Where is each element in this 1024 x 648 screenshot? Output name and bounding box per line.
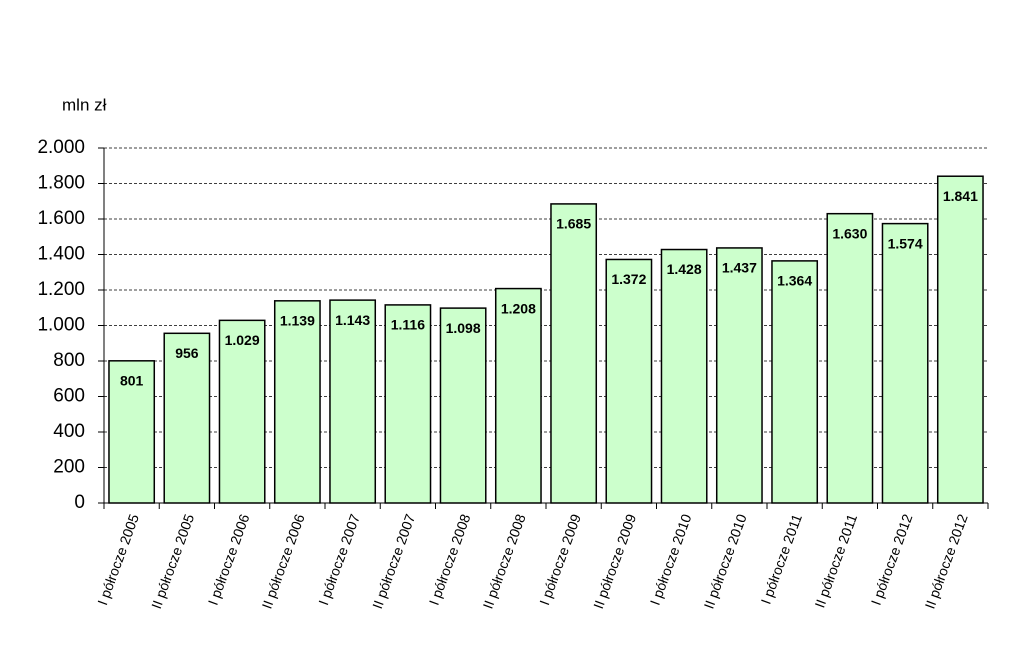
bar bbox=[771, 260, 819, 504]
y-tick-label: 400 bbox=[53, 421, 85, 442]
x-tick-label: I półrocze 2009 bbox=[536, 512, 584, 608]
x-tick-label: I półrocze 2010 bbox=[647, 512, 695, 608]
x-tick-label: II półrocze 2011 bbox=[811, 512, 860, 610]
y-tick-label: 1.200 bbox=[37, 279, 85, 300]
y-tick-label: 1.000 bbox=[37, 315, 85, 336]
value-label: 956 bbox=[175, 345, 199, 361]
bar bbox=[715, 247, 763, 504]
x-tick-label: II półrocze 2009 bbox=[590, 512, 639, 611]
value-label: 1.428 bbox=[667, 261, 702, 277]
value-label: 1.029 bbox=[225, 332, 260, 348]
value-label: 1.685 bbox=[556, 216, 591, 232]
bar bbox=[881, 222, 929, 504]
bar bbox=[936, 175, 984, 504]
y-tick-label: 0 bbox=[74, 492, 85, 513]
bar bbox=[384, 304, 432, 504]
value-label: 1.437 bbox=[722, 260, 757, 276]
value-label: 1.630 bbox=[832, 225, 867, 241]
bar bbox=[494, 287, 542, 504]
value-label: 1.574 bbox=[888, 235, 923, 251]
x-tick-label: I półrocze 2007 bbox=[315, 512, 363, 608]
value-label: 1.364 bbox=[777, 273, 812, 289]
bar bbox=[439, 307, 487, 504]
y-tick-label: 1.400 bbox=[37, 244, 85, 265]
bar bbox=[826, 212, 874, 504]
bar bbox=[329, 299, 377, 504]
x-tick-label: II półrocze 2010 bbox=[701, 512, 750, 611]
x-tick-label: II półrocze 2005 bbox=[148, 512, 197, 611]
value-label: 1.143 bbox=[335, 312, 370, 328]
y-axis-label: mln zł bbox=[62, 95, 107, 114]
x-tick-label: I półrocze 2011 bbox=[757, 512, 804, 607]
value-label: 1.116 bbox=[391, 317, 425, 333]
value-label: 1.841 bbox=[943, 188, 978, 204]
value-label: 1.372 bbox=[611, 271, 646, 287]
x-tick-label: II półrocze 2008 bbox=[480, 512, 529, 611]
value-label: 1.098 bbox=[446, 320, 481, 336]
x-tick-label: I półrocze 2005 bbox=[94, 512, 142, 608]
value-label: 1.139 bbox=[280, 313, 315, 329]
x-tick-label: I półrocze 2006 bbox=[205, 512, 253, 608]
x-tick-label: I półrocze 2012 bbox=[868, 512, 916, 608]
y-tick-label: 2.000 bbox=[37, 137, 85, 158]
x-tick-label: II półrocze 2007 bbox=[369, 512, 418, 611]
x-tick-label: I półrocze 2008 bbox=[426, 512, 474, 608]
bar bbox=[273, 300, 321, 504]
bar bbox=[218, 319, 266, 504]
y-tick-label: 1.600 bbox=[37, 208, 85, 229]
y-tick-label: 1.800 bbox=[37, 173, 85, 194]
y-tick-label: 800 bbox=[53, 350, 85, 371]
x-tick-label: II półrocze 2012 bbox=[922, 512, 971, 611]
x-tick-label: II półrocze 2006 bbox=[259, 512, 308, 611]
y-tick-label: 600 bbox=[53, 386, 85, 407]
bar bbox=[605, 258, 653, 504]
value-label: 1.208 bbox=[501, 300, 536, 316]
bar bbox=[660, 248, 708, 504]
y-tick-label: 200 bbox=[53, 457, 85, 478]
bar bbox=[550, 203, 598, 504]
value-label: 801 bbox=[120, 373, 144, 389]
